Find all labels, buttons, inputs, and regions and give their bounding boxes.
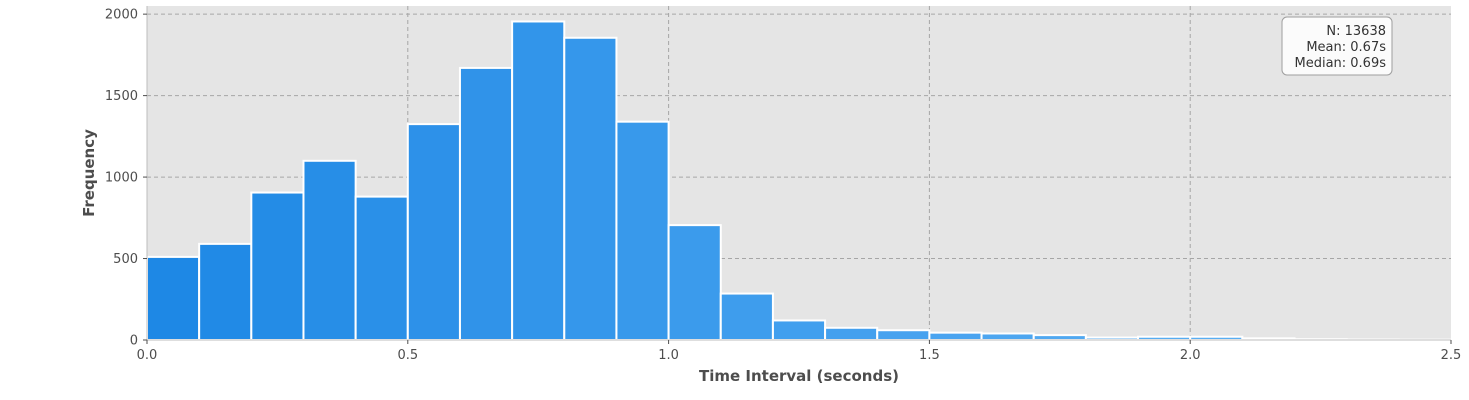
axes-layer xyxy=(146,6,1451,341)
histogram-bar xyxy=(146,255,201,341)
histogram-bar xyxy=(250,191,305,341)
histogram-bar xyxy=(615,120,670,341)
y-tick-label: 2000 xyxy=(105,8,138,23)
bars-layer xyxy=(146,20,1452,342)
y-axis-label: Frequency xyxy=(80,129,98,217)
histogram-bar xyxy=(928,331,983,342)
histogram-bar xyxy=(458,66,514,341)
histogram-bar xyxy=(1032,334,1087,341)
stats-box: N: 13638 Mean: 0.67s Median: 0.69s xyxy=(1281,16,1393,76)
y-tick-label: 1000 xyxy=(105,171,138,186)
histogram-bar xyxy=(719,292,774,342)
x-tick-label: 1.0 xyxy=(658,348,679,363)
stats-median: Median: 0.69s xyxy=(1294,56,1386,71)
histogram-bar xyxy=(980,332,1035,342)
ticks-layer: 0.0 0.5 1.0 1.5 2.0 2.5 0 500 1000 1500 2000 xyxy=(105,8,1461,363)
x-tick-label: 2.5 xyxy=(1441,348,1462,363)
histogram-bar xyxy=(198,242,253,341)
x-tick-label: 0.5 xyxy=(397,348,418,363)
y-tick-label: 500 xyxy=(113,252,138,267)
histogram-bar xyxy=(876,329,931,342)
histogram-bar xyxy=(563,36,618,342)
histogram-bar xyxy=(406,123,461,341)
x-tick-label: 1.5 xyxy=(919,348,940,363)
histogram-bar xyxy=(302,159,357,341)
x-tick-label: 0.0 xyxy=(137,348,158,363)
y-tick-label: 1500 xyxy=(105,89,138,104)
histogram-bar xyxy=(771,319,827,342)
x-tick-label: 2.0 xyxy=(1180,348,1201,363)
histogram-bar xyxy=(511,20,566,341)
stats-mean: Mean: 0.67s xyxy=(1306,40,1386,55)
stats-count: N: 13638 xyxy=(1326,24,1386,39)
stats-box-background xyxy=(1281,16,1393,76)
histogram-bar xyxy=(824,326,879,341)
histogram-bar xyxy=(354,195,409,341)
histogram-bar xyxy=(667,224,722,341)
x-axis-label: Time Interval (seconds) xyxy=(699,367,899,385)
y-tick-label: 0 xyxy=(130,334,138,349)
